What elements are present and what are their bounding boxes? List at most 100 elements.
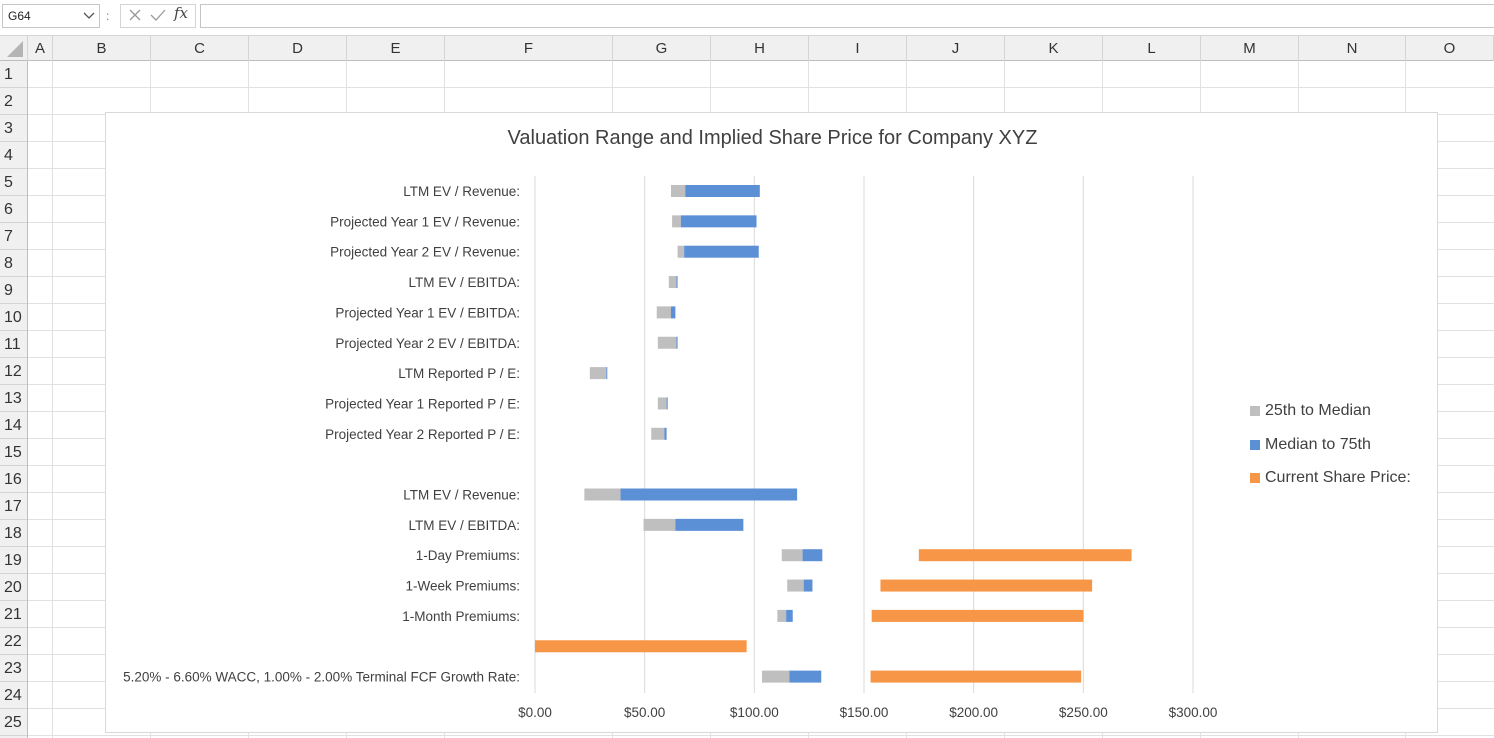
formula-buttons bbox=[120, 4, 196, 28]
row-header-16[interactable]: 16 bbox=[0, 466, 27, 493]
bar-median-to-75th bbox=[680, 215, 757, 228]
row-header-15[interactable]: 15 bbox=[0, 439, 27, 466]
row-header-24[interactable]: 24 bbox=[0, 682, 27, 709]
column-header-l[interactable]: L bbox=[1103, 36, 1201, 61]
legend-swatch bbox=[1250, 473, 1260, 483]
row-header-8[interactable]: 8 bbox=[0, 250, 27, 277]
chart-title: Valuation Range and Implied Share Price … bbox=[507, 127, 1038, 149]
bar-25th-to-median bbox=[672, 215, 681, 228]
category-label: LTM EV / EBITDA: bbox=[408, 275, 520, 290]
row-header-bar: 1 2 3 4 5 6 7 8 9 10 11 12 13 14 15 16 17 18 19 20 21 22 23 24 2… bbox=[0, 61, 28, 738]
checkmark-icon[interactable] bbox=[150, 8, 166, 22]
column-header-j[interactable]: J bbox=[907, 36, 1005, 61]
column-header-m[interactable]: M bbox=[1201, 36, 1299, 61]
row-header-23[interactable]: 23 bbox=[0, 655, 27, 682]
row-header-14[interactable]: 14 bbox=[0, 412, 27, 439]
category-label: 5.20% - 6.60% WACC, 1.00% - 2.00% Termin… bbox=[123, 670, 520, 685]
select-all-button[interactable] bbox=[0, 36, 28, 61]
column-header-d[interactable]: D bbox=[249, 36, 347, 61]
column-header-c[interactable]: C bbox=[151, 36, 249, 61]
column-header-f[interactable]: F bbox=[445, 36, 613, 61]
row-header-2[interactable]: 2 bbox=[0, 88, 27, 115]
bar-25th-to-median bbox=[657, 336, 677, 349]
row-header-1[interactable]: 1 bbox=[0, 61, 27, 88]
bar-median-to-75th bbox=[620, 488, 798, 501]
row-header-5[interactable]: 5 bbox=[0, 169, 27, 196]
chevron-down-icon[interactable] bbox=[83, 11, 95, 21]
bar-25th-to-median bbox=[651, 427, 665, 440]
x-tick-label: $0.00 bbox=[518, 705, 552, 720]
row-header-9[interactable]: 9 bbox=[0, 277, 27, 304]
category-label: 1-Week Premiums: bbox=[405, 579, 520, 594]
bar-median-to-75th bbox=[675, 518, 744, 531]
category-label: 1-Month Premiums: bbox=[402, 609, 520, 624]
column-header-a[interactable]: A bbox=[28, 36, 53, 61]
row-header-13[interactable]: 13 bbox=[0, 385, 27, 412]
bar-median-to-75th bbox=[803, 579, 813, 592]
grid-row-line bbox=[28, 87, 1494, 88]
column-header-g[interactable]: G bbox=[613, 36, 711, 61]
grid-column-line bbox=[52, 61, 53, 738]
category-label: Projected Year 1 EV / EBITDA: bbox=[335, 305, 520, 320]
legend-label: Median to 75th bbox=[1265, 435, 1371, 453]
row-header-25[interactable]: 25 bbox=[0, 709, 27, 736]
category-label: Projected Year 1 Reported P / E: bbox=[325, 396, 520, 411]
column-header-k[interactable]: K bbox=[1005, 36, 1103, 61]
row-header-21[interactable]: 21 bbox=[0, 601, 27, 628]
bar-25th-to-median bbox=[781, 549, 803, 562]
row-header-18[interactable]: 18 bbox=[0, 520, 27, 547]
chart-object[interactable]: Valuation Range and Implied Share Price … bbox=[105, 112, 1438, 733]
bar-25th-to-median bbox=[762, 670, 790, 683]
bar-current-share-price bbox=[918, 549, 1132, 562]
formula-bar-separator: : bbox=[106, 9, 110, 23]
insert-function-icon[interactable]: fx bbox=[174, 4, 189, 22]
bar-median-to-75th bbox=[670, 306, 676, 319]
row-header-3[interactable]: 3 bbox=[0, 115, 27, 142]
row-header-20[interactable]: 20 bbox=[0, 574, 27, 601]
row-header-12[interactable]: 12 bbox=[0, 358, 27, 385]
column-header-b[interactable]: B bbox=[53, 36, 151, 61]
column-header-n[interactable]: N bbox=[1299, 36, 1406, 61]
bar-median-to-75th bbox=[666, 397, 668, 410]
row-header-11[interactable]: 11 bbox=[0, 331, 27, 358]
name-box-value: G64 bbox=[8, 9, 31, 23]
column-header-i[interactable]: I bbox=[809, 36, 907, 61]
bar-25th-to-median bbox=[668, 276, 677, 289]
row-header-10[interactable]: 10 bbox=[0, 304, 27, 331]
x-tick-label: $50.00 bbox=[624, 705, 665, 720]
chart-plot-area: $0.00 $50.00 $100.00 $150.00 $200.00 $250.00 $… bbox=[123, 176, 1217, 720]
x-tick-label: $250.00 bbox=[1059, 705, 1108, 720]
legend-label: Current Share Price: bbox=[1265, 469, 1411, 486]
bar-25th-to-median bbox=[670, 185, 686, 197]
x-tick-label: $100.00 bbox=[730, 705, 779, 720]
column-header-h[interactable]: H bbox=[711, 36, 809, 61]
category-label: Projected Year 2 Reported P / E: bbox=[325, 427, 520, 442]
column-header-o[interactable]: O bbox=[1406, 36, 1494, 61]
row-header-19[interactable]: 19 bbox=[0, 547, 27, 574]
row-header-22[interactable]: 22 bbox=[0, 628, 27, 655]
x-tick-label: $150.00 bbox=[840, 705, 889, 720]
row-header-4[interactable]: 4 bbox=[0, 142, 27, 169]
bar-median-to-75th bbox=[664, 427, 667, 440]
row-header-6[interactable]: 6 bbox=[0, 196, 27, 223]
bar-25th-to-median bbox=[656, 306, 671, 319]
row-header-17[interactable]: 17 bbox=[0, 493, 27, 520]
bar-median-to-75th bbox=[789, 670, 822, 683]
name-box[interactable]: G64 bbox=[2, 4, 100, 28]
bar-current-share-price bbox=[535, 640, 747, 653]
cancel-icon[interactable] bbox=[128, 8, 142, 22]
bar-25th-to-median bbox=[589, 367, 607, 380]
category-label: LTM EV / Revenue: bbox=[403, 184, 520, 199]
bar-median-to-75th bbox=[786, 609, 793, 622]
formula-input[interactable] bbox=[200, 4, 1494, 28]
grid-row-line bbox=[28, 735, 1494, 736]
bar-median-to-75th bbox=[685, 185, 760, 197]
category-label: LTM Reported P / E: bbox=[398, 366, 520, 381]
row-header-7[interactable]: 7 bbox=[0, 223, 27, 250]
category-label: Projected Year 2 EV / EBITDA: bbox=[335, 336, 520, 351]
column-header-e[interactable]: E bbox=[347, 36, 445, 61]
bar-median-to-75th bbox=[676, 276, 678, 289]
bar-25th-to-median bbox=[777, 609, 787, 622]
bar-25th-to-median bbox=[584, 488, 621, 501]
category-label: LTM EV / Revenue: bbox=[403, 488, 520, 503]
